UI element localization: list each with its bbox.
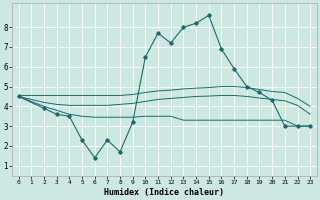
X-axis label: Humidex (Indice chaleur): Humidex (Indice chaleur) [104,188,224,197]
